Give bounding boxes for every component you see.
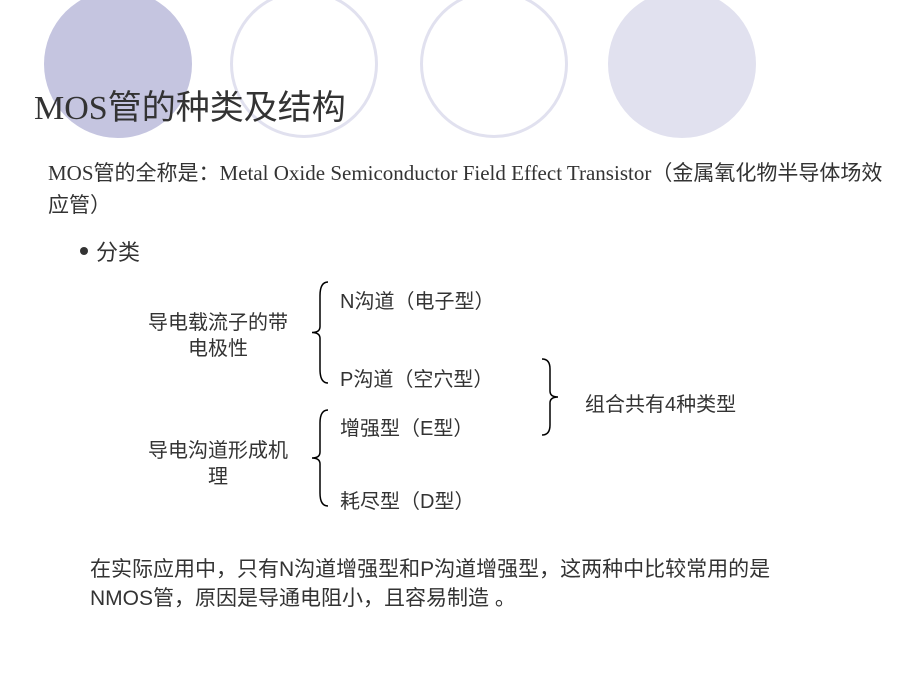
- bullet-icon: [80, 247, 88, 255]
- result-label: 组合共有4种类型: [585, 388, 736, 417]
- group1-item-1: N沟道（电子型）: [340, 285, 494, 314]
- group1-label: 导电载流子的带电极性: [138, 310, 298, 362]
- intro-paragraph: MOS管的全称是：Metal Oxide Semiconductor Field…: [48, 158, 888, 221]
- circle-4: [608, 0, 756, 138]
- brace-right: [540, 357, 560, 437]
- slide-title: MOS管的种类及结构: [34, 80, 346, 129]
- classification-bullet: 分类: [80, 235, 140, 267]
- circle-3: [420, 0, 568, 138]
- group1-item-2: P沟道（空穴型）: [340, 363, 493, 392]
- group2-label: 导电沟道形成机理: [138, 438, 298, 490]
- bullet-label: 分类: [96, 235, 140, 267]
- footer-paragraph: 在实际应用中，只有N沟道增强型和P沟道增强型，这两种中比较常用的是NMOS管，原…: [90, 555, 830, 614]
- brace-group2: [310, 408, 330, 508]
- group2-item-1: 增强型（E型）: [340, 412, 473, 441]
- brace-group1: [310, 280, 330, 385]
- group2-item-2: 耗尽型（D型）: [340, 485, 474, 514]
